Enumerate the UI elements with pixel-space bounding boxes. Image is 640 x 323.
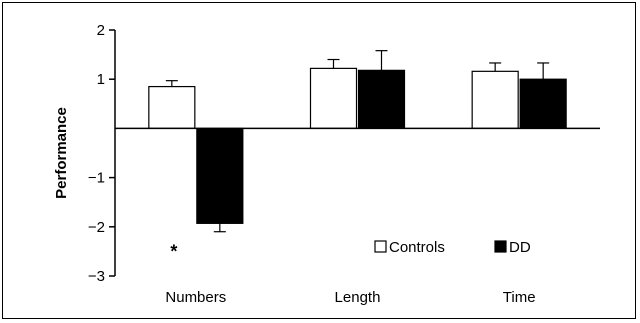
- bar-dd-time: [519, 78, 567, 129]
- bar-controls-length: [309, 67, 358, 129]
- y-tick-label: −2: [88, 219, 105, 236]
- bar-controls-numbers: [148, 85, 196, 130]
- y-tick-label: 2: [97, 22, 105, 39]
- y-tick-label: −1: [88, 170, 105, 187]
- x-category-label: Numbers: [165, 289, 226, 306]
- y-tick-label: 1: [97, 71, 105, 88]
- y-tick-label: −3: [88, 268, 105, 285]
- legend: Controls DD: [374, 239, 531, 256]
- figure-frame: [2, 2, 636, 319]
- bar-dd-length: [357, 69, 406, 130]
- bar-dd-numbers: [196, 127, 244, 224]
- x-category-label: Length: [335, 289, 381, 306]
- legend-label-controls: Controls: [389, 239, 445, 256]
- significance-asterisk: *: [170, 241, 177, 261]
- x-category-label: Time: [503, 289, 536, 306]
- bar-controls-time: [471, 70, 519, 130]
- legend-swatch-controls: [374, 240, 387, 253]
- legend-label-dd: DD: [509, 239, 531, 256]
- y-axis-label: Performance: [53, 107, 70, 199]
- legend-swatch-dd: [494, 240, 507, 253]
